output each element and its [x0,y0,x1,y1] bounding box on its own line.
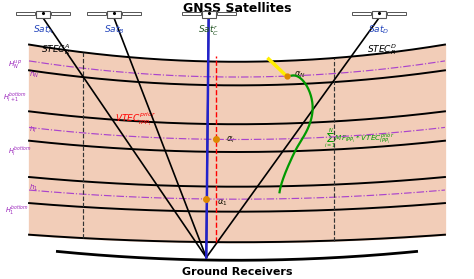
Text: $H_{i+1}^{bottom}$: $H_{i+1}^{bottom}$ [3,90,27,103]
Text: Ground Receivers: Ground Receivers [182,267,292,277]
FancyBboxPatch shape [217,12,236,15]
Text: $h_1$: $h_1$ [29,183,38,193]
Text: $Sat_B$: $Sat_B$ [104,24,125,36]
Text: $\alpha_1$: $\alpha_1$ [217,198,228,208]
Text: $H_1^{bottom}$: $H_1^{bottom}$ [5,203,29,216]
Text: $h_N$: $h_N$ [29,70,39,80]
FancyBboxPatch shape [352,12,371,15]
Text: GNSS Satellites: GNSS Satellites [183,2,291,15]
FancyBboxPatch shape [87,12,106,15]
Text: $\alpha_i$: $\alpha_i$ [226,134,235,145]
Text: $H_i^{bottom}$: $H_i^{bottom}$ [8,144,32,157]
FancyBboxPatch shape [182,12,201,15]
FancyBboxPatch shape [16,12,35,15]
Text: $\alpha_N$: $\alpha_N$ [294,69,305,80]
Text: $h_i$: $h_i$ [29,125,37,135]
Text: $STEC_R^A$: $STEC_R^A$ [41,42,71,57]
Text: $STEC_R^D$: $STEC_R^D$ [367,42,397,57]
Text: $VTEC_{IPP_i}^{prior}$: $VTEC_{IPP_i}^{prior}$ [115,111,156,128]
FancyBboxPatch shape [372,11,386,18]
FancyBboxPatch shape [387,12,406,15]
Text: $Sat_D$: $Sat_D$ [368,24,390,36]
FancyBboxPatch shape [107,11,121,18]
Text: $\sum_{i=1}^{N}MF_{IPP_i}*VTEC_{IPP_i}^{prior}$: $\sum_{i=1}^{N}MF_{IPP_i}*VTEC_{IPP_i}^{… [324,126,395,150]
FancyBboxPatch shape [122,12,141,15]
FancyBboxPatch shape [51,12,70,15]
Text: $H_N^{up}$: $H_N^{up}$ [8,59,22,71]
FancyBboxPatch shape [36,11,50,18]
Text: $Sat_C^r$: $Sat_C^r$ [198,24,219,38]
Text: $Sat_A$: $Sat_A$ [33,24,54,36]
FancyBboxPatch shape [201,11,216,18]
